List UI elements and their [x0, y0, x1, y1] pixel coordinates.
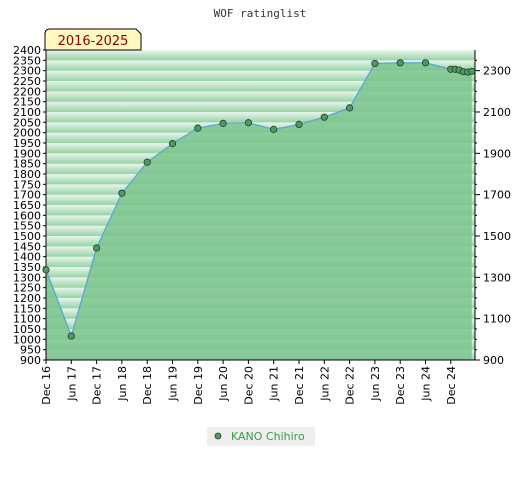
data-point [219, 119, 227, 127]
y-axis-right-labels: 900 1100 1300 1500 1700 1900 2100 2300 [483, 65, 511, 367]
y-left-tick-label: 1450 [13, 240, 41, 253]
plot-band [46, 50, 475, 61]
data-point [118, 189, 126, 197]
y-left-tick-label: 1100 [13, 313, 41, 326]
x-tick-label: Dec 17 [91, 366, 104, 405]
legend-marker [214, 432, 222, 440]
y-left-tick-label: 1700 [13, 189, 41, 202]
y-left-tick-label: 2150 [13, 96, 41, 109]
chart-title: WOF ratinglist [214, 7, 307, 20]
x-tick-label: Dec 22 [344, 366, 357, 405]
x-tick-label: Jun 22 [318, 366, 331, 402]
y-left-tick-label: 1150 [13, 302, 41, 315]
x-tick-label: Jun 21 [268, 366, 281, 402]
x-tick-label: Dec 19 [192, 366, 205, 405]
y-right-tick-label: 1100 [483, 313, 511, 326]
plot-band [46, 70, 475, 82]
x-tick-label: Dec 21 [293, 366, 306, 405]
y-left-tick-label: 1850 [13, 158, 41, 171]
y-right-tick-label: 1900 [483, 147, 511, 160]
y-left-tick-label: 1050 [13, 323, 41, 336]
plot-band [46, 112, 475, 123]
x-tick-label: Jun 19 [167, 366, 180, 402]
data-point [345, 104, 354, 112]
data-point [421, 59, 430, 67]
badge-text: 2016-2025 [58, 34, 129, 49]
data-markers [42, 59, 476, 340]
data-point [468, 67, 476, 75]
y-left-tick-label: 1900 [13, 147, 41, 160]
plot-band [46, 91, 475, 102]
y-left-tick-label: 2000 [13, 127, 41, 140]
y-left-tick-label: 950 [20, 344, 41, 357]
y-left-tick-label: 2250 [13, 75, 41, 88]
x-tick-label: Jun 17 [65, 366, 78, 402]
legend: KANO Chihiro [207, 427, 315, 446]
y-right-tick-label: 2100 [483, 106, 511, 119]
y-left-tick-label: 2300 [13, 65, 41, 78]
x-tick-label: Jun 18 [116, 366, 129, 402]
x-tick-label: Dec 24 [445, 366, 458, 405]
y-right-tick-label: 1300 [483, 271, 511, 284]
x-tick-label: Jun 23 [369, 366, 382, 402]
plot-band [46, 81, 475, 92]
x-tick-label: Dec 23 [394, 366, 407, 405]
y-left-tick-label: 2400 [13, 44, 41, 57]
y-left-tick-label: 1400 [13, 251, 41, 264]
y-left-tick-label: 2050 [13, 116, 41, 129]
y-left-tick-label: 2200 [13, 85, 41, 98]
y-left-tick-label: 1300 [13, 271, 41, 284]
y-left-tick-label: 1250 [13, 282, 41, 295]
data-point [320, 113, 328, 121]
data-point [194, 124, 202, 132]
badge-box [44, 28, 142, 51]
y-axis-left-labels: 9009501000105011001150120012501300135014… [13, 44, 41, 367]
y-left-tick-label: 1550 [13, 220, 41, 233]
data-point [168, 140, 177, 148]
x-tick-label: Dec 18 [141, 366, 154, 405]
y-left-tick-label: 1800 [13, 168, 41, 181]
plot-band [46, 101, 475, 113]
x-tick-label: Jun 24 [420, 366, 433, 402]
data-point [93, 244, 101, 252]
legend-box [207, 427, 315, 446]
y-right-tick-label: 1700 [483, 189, 511, 202]
series-area [46, 62, 472, 361]
plot-band [46, 60, 475, 71]
y-left-tick-label: 1500 [13, 230, 41, 243]
y-right-tick-label: 900 [483, 354, 504, 367]
data-point [67, 332, 75, 340]
y-left-tick-label: 2100 [13, 106, 41, 119]
y-left-tick-label: 1000 [13, 333, 41, 346]
data-point [295, 120, 303, 129]
x-axis-labels: Dec 16 Jun 17 Dec 17 Jun 18 Dec 18 Jun 19 Dec … [40, 366, 458, 405]
y-left-tick-label: 1200 [13, 292, 41, 305]
y-left-tick-label: 1650 [13, 199, 41, 212]
x-tick-label: Jun 20 [217, 366, 230, 402]
date-range-badge: 2016-2025 [44, 28, 142, 51]
y-left-tick-label: 900 [20, 354, 41, 367]
x-tick-label: Dec 16 [40, 366, 53, 405]
data-point [371, 59, 379, 68]
y-left-tick-label: 1350 [13, 261, 41, 274]
y-right-tick-label: 1500 [483, 230, 511, 243]
y-right-tick-label: 2300 [483, 65, 511, 78]
y-left-tick-label: 1600 [13, 209, 41, 222]
data-point [42, 266, 50, 274]
data-point [270, 125, 278, 133]
x-tick-label: Dec 20 [242, 366, 255, 405]
y-left-tick-label: 2350 [13, 54, 41, 67]
data-point [396, 59, 404, 67]
y-left-tick-label: 1750 [13, 178, 41, 191]
data-point [143, 158, 151, 166]
legend-label: KANO Chihiro [231, 430, 305, 443]
data-point [244, 119, 252, 127]
axes [43, 49, 480, 364]
y-left-tick-label: 1950 [13, 137, 41, 150]
